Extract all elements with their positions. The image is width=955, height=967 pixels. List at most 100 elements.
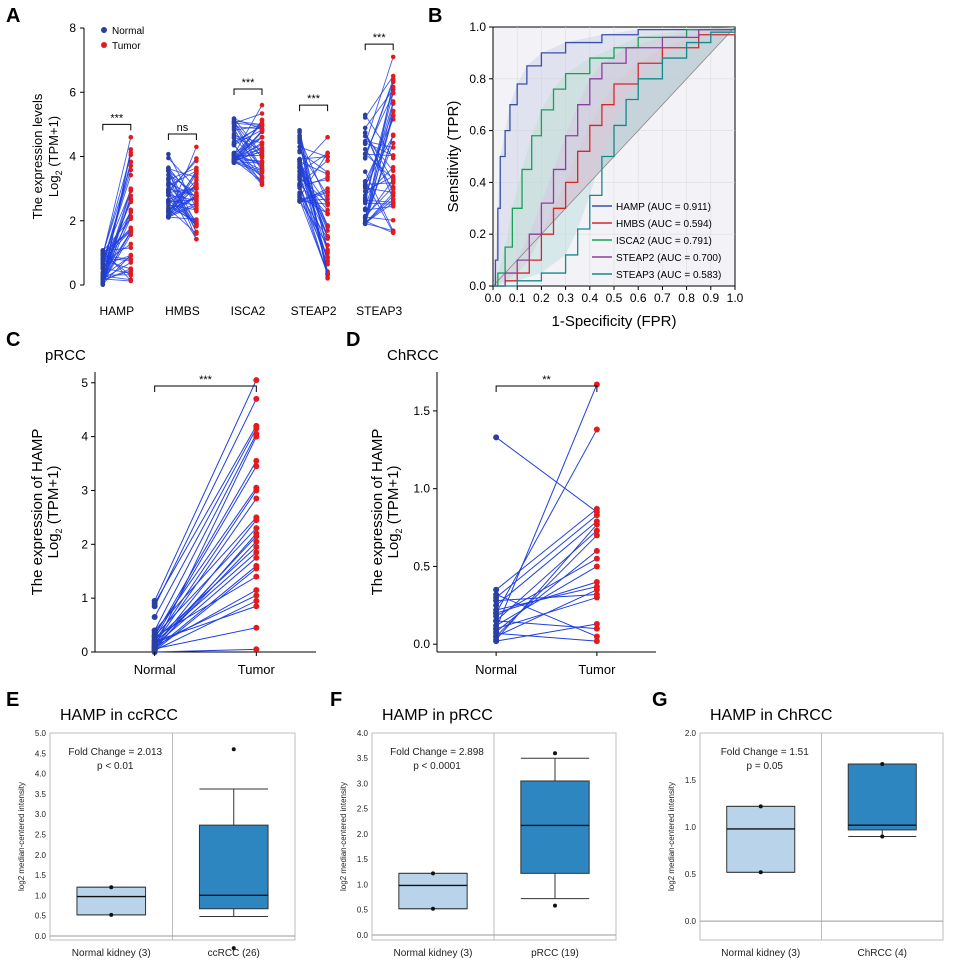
a-pair-line xyxy=(364,89,394,129)
b-xtick-label: 0.8 xyxy=(678,291,695,305)
a-tumor-point xyxy=(194,201,199,206)
a-xtick-label: HAMP xyxy=(99,304,134,318)
d-pair-line xyxy=(495,429,598,614)
a-legend-tumor: Tumor xyxy=(112,41,141,52)
a-pair-line xyxy=(233,118,263,130)
g-ytick-label: 1.5 xyxy=(685,776,697,785)
e-p-value: p < 0.01 xyxy=(97,761,134,772)
a-pair-line xyxy=(364,132,394,182)
a-tumor-point xyxy=(194,236,199,242)
a-normal-point xyxy=(231,127,237,133)
b-xtick-label: 0.5 xyxy=(606,291,623,305)
a-pair-line xyxy=(168,158,197,194)
c-tumor-point xyxy=(253,463,260,470)
a-tumor-point xyxy=(128,150,134,155)
b-xlabel: 1-Specificity (FPR) xyxy=(551,313,676,330)
a-normal-point xyxy=(297,192,302,197)
a-tumor-point xyxy=(390,79,396,85)
c-tumor-point xyxy=(253,495,260,502)
a-pair-line xyxy=(233,147,263,163)
a-pair-line xyxy=(102,250,132,281)
a-pair-line xyxy=(233,118,263,155)
a-pair-line xyxy=(233,159,263,183)
a-tumor-point xyxy=(194,207,199,213)
a-pair-line xyxy=(102,229,132,254)
a-tumor-point xyxy=(259,145,265,151)
panel-e-ccrcc-boxplot: HAMP in ccRCC 0.0 0.5 1.0 1.5 2.0 2.5 3.0 3.5 4.0… xyxy=(17,707,296,959)
f-ytick-label: 3.5 xyxy=(357,754,369,763)
e-ytick-label: 2.5 xyxy=(35,830,47,839)
a-pair-line xyxy=(299,176,328,189)
a-tumor-point xyxy=(128,278,134,283)
a-normal-point xyxy=(166,183,171,188)
a-normal-point xyxy=(297,174,302,179)
a-tumor-point xyxy=(128,209,134,215)
e-ytick-label: 3.5 xyxy=(35,790,47,799)
panel-label-g: G xyxy=(652,689,668,711)
a-normal-point xyxy=(297,157,302,162)
a-tumor-point xyxy=(259,135,265,140)
d-tumor-point xyxy=(593,426,600,433)
a-xtick-label: STEAP3 xyxy=(356,304,402,318)
c-pair-line xyxy=(154,490,257,642)
a-pair-line xyxy=(233,130,263,164)
a-pair-line xyxy=(364,175,394,192)
a-pair-line xyxy=(299,163,328,206)
a-tumor-point xyxy=(325,154,330,160)
d-tumor-point xyxy=(593,563,600,570)
a-tumor-point xyxy=(325,150,330,156)
c-normal-point xyxy=(151,600,158,607)
a-tumor-point xyxy=(325,174,330,180)
a-tumor-point xyxy=(259,102,265,108)
a-legend-normal-dot xyxy=(101,27,107,33)
g-ytick-label: 0.0 xyxy=(685,917,697,926)
panel-label-c: C xyxy=(6,329,20,351)
a-tumor-point xyxy=(325,134,330,140)
a-pair-line xyxy=(233,137,263,168)
a-tumor-point xyxy=(390,108,396,114)
g-fold-change: Fold Change = 1.51 xyxy=(721,747,810,758)
b-xtick-label: 0.2 xyxy=(533,291,550,305)
c-tumor-point xyxy=(253,533,260,540)
b-roc-line-0 xyxy=(493,27,736,287)
g-outlier-1 xyxy=(880,834,885,839)
a-pair-line xyxy=(233,156,263,171)
b-ytick-label: 0.4 xyxy=(469,175,486,189)
c-pair-line xyxy=(154,428,257,618)
a-tumor-point xyxy=(128,163,134,169)
d-title: ChRCC xyxy=(387,347,439,364)
d-tumor-point xyxy=(593,625,600,632)
b-legend-label-0: HAMP (AUC = 0.911) xyxy=(616,202,711,213)
a-pair-line xyxy=(299,138,329,203)
a-pair-line xyxy=(102,255,131,266)
g-xtick-label-1: ChRCC (4) xyxy=(858,948,907,959)
a-tumor-point xyxy=(128,199,134,205)
a-tumor-point xyxy=(128,253,134,258)
e-ytick-label: 4.5 xyxy=(35,749,47,758)
a-pair-line xyxy=(102,154,132,255)
c-pair-line xyxy=(154,627,257,650)
c-pair-line xyxy=(154,648,257,653)
c-tumor-point xyxy=(253,573,260,580)
a-tumor-point xyxy=(390,99,396,104)
a-pair-line xyxy=(168,186,197,203)
a-pair-line xyxy=(299,164,329,231)
d-xtick-label: Tumor xyxy=(578,662,616,677)
f-outlier-0 xyxy=(431,871,435,876)
c-tumor-point xyxy=(253,592,260,599)
a-pair-line xyxy=(102,231,132,280)
e-ylabel: log2 median-centered intensity xyxy=(17,782,26,891)
a-normal-point xyxy=(362,112,368,118)
a-pair-line xyxy=(364,181,394,233)
a-pair-line xyxy=(168,185,197,201)
a-sig-label: *** xyxy=(242,77,256,89)
d-ylabel-line1: The expression of HAMP xyxy=(369,429,386,596)
a-normal-point xyxy=(231,134,237,140)
a-tumor-point xyxy=(325,207,330,213)
b-ytick-label: 0.6 xyxy=(469,124,486,138)
c-tumor-point xyxy=(253,646,260,653)
d-tumor-point xyxy=(593,547,600,554)
panel-a-paired-expression: 0 2 4 6 8 The expression levels Log2 (TPM+1) HA… xyxy=(30,21,403,318)
a-tumor-point xyxy=(259,149,265,154)
c-pair-line xyxy=(154,487,257,634)
